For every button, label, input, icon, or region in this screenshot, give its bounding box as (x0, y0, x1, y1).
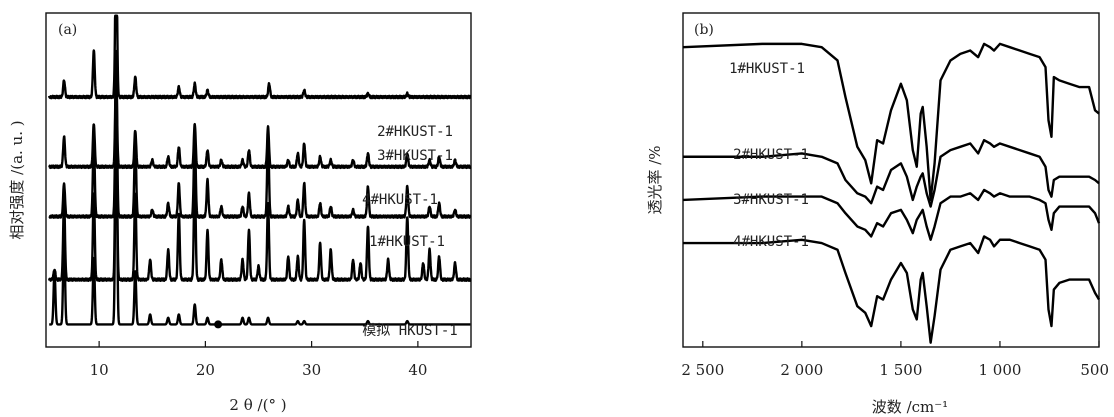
ftir-chart-panel: (b) 2 500 2 000 1 500 1 000 500 1#HKUST-1 2#H… (646, 12, 1109, 416)
xrd-series-label-3-hkust-1: 3#HKUST-1 (377, 148, 453, 164)
xrd-reference-marker (214, 320, 223, 329)
xrd-curve-1-hkust-1 (48, 79, 472, 283)
chart-a-plot-frame (45, 12, 472, 348)
chart-a-y-axis-title: 相对强度 /(a. u. ) (8, 120, 26, 239)
xrd-series-label-4-hkust-1: 4#HKUST-1 (362, 192, 438, 208)
ftir-curve-3-hkust-1 (682, 188, 1101, 241)
xrd-curve-3-hkust-1 (48, 65, 472, 170)
chart-a-series-labels: 2#HKUST-1 3#HKUST-1 4#HKUST-1 1#HKUST-1 模拟 H… (362, 124, 458, 339)
chart-b-x-tick-label-2000: 2 000 (780, 361, 823, 379)
xrd-series-label-2-hkust-1: 2#HKUST-1 (377, 124, 453, 140)
xrd-series-label-1-hkust-1: 1#HKUST-1 (369, 234, 445, 250)
chart-b-curves (682, 42, 1101, 344)
chart-b-series-labels: 1#HKUST-1 2#HKUST-1 3#HKUST-1 4#HKUST-1 (729, 61, 809, 250)
chart-b-x-axis-title: 波数 /cm⁻¹ (872, 398, 948, 416)
chart-a-x-axis-title: 2 θ /(° ) (229, 396, 286, 414)
chart-b-x-ticks: 2 500 2 000 1 500 1 000 500 (681, 341, 1109, 379)
chart-b-panel-label: (b) (694, 22, 714, 38)
chart-a-x-tick-label-20: 20 (196, 361, 215, 379)
ftir-curve-1-hkust-1 (682, 42, 1100, 202)
ftir-curve-2-hkust-1 (683, 138, 1100, 208)
chart-b-plot-frame (682, 12, 1100, 348)
xrd-curve-4-hkust-1 (48, 49, 472, 219)
ftir-curve-4-hkust-1 (683, 235, 1101, 344)
ftir-series-label-2-hkust-1: 2#HKUST-1 (733, 147, 809, 163)
chart-a-panel-label: (a) (58, 22, 77, 38)
chart-a-x-tick-label-40: 40 (408, 361, 427, 379)
chart-b-x-tick-label-2500: 2 500 (681, 361, 724, 379)
chart-b-x-tick-label-1500: 1 500 (879, 361, 922, 379)
chart-a-x-ticks: 10 20 30 40 (90, 341, 427, 379)
ftir-series-label-4-hkust-1: 4#HKUST-1 (733, 234, 809, 250)
chart-a-curves (48, 14, 472, 329)
ftir-series-label-3-hkust-1: 3#HKUST-1 (733, 192, 809, 208)
chart-b-x-tick-label-1000: 1 000 (978, 361, 1021, 379)
chart-b-y-axis-title: 透光率 /% (646, 145, 664, 214)
chart-b-x-tick-label-500: 500 (1080, 361, 1109, 379)
xrd-curve-hkust-1 (48, 77, 472, 326)
chart-a-x-tick-label-30: 30 (302, 361, 321, 379)
xrd-series-label-hkust-1: 模拟 HKUST-1 (362, 323, 457, 339)
xrd-chart-panel: (a) 10 20 30 40 2#HKUST-1 3#HKUST-1 4#HKUST-1… (8, 12, 472, 414)
xrd-curve-2-hkust-1 (48, 14, 472, 100)
ftir-series-label-1-hkust-1: 1#HKUST-1 (729, 61, 805, 77)
chart-a-x-tick-label-10: 10 (90, 361, 109, 379)
